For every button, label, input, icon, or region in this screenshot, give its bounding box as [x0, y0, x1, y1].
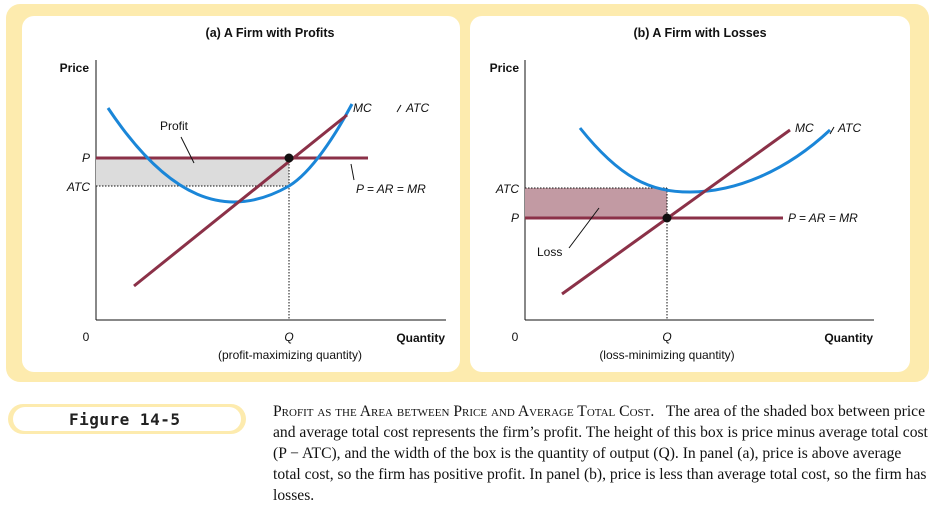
figure-caption: Profit as the Area between Price and Ave…: [273, 401, 928, 506]
panel-b-atc-curve-label: ATC: [837, 121, 861, 135]
panel-a-atc-tick-label: ATC: [66, 180, 90, 194]
panel-a-x-axis-label: Quantity: [396, 331, 445, 345]
panel-a-atc-curve-label: ATC: [405, 101, 429, 115]
caption-body: The area of the shaded box between price…: [273, 403, 928, 504]
panel-a-mc-label: MC: [353, 101, 372, 115]
panel-a-profit-box: [96, 158, 289, 186]
panel-b-atc-pointer: [829, 126, 835, 135]
panel-a-atc-pointer: [396, 104, 402, 113]
panel-a-q-label: Q: [284, 330, 293, 344]
panel-a-price-line-label: P = AR = MR: [356, 182, 426, 196]
figure-diagram: (a) A Firm with Profits Price 0 Quantity…: [60, 26, 874, 362]
panel-b-y-axis-label: Price: [490, 61, 520, 75]
panel-a-profit-pointer: [180, 136, 195, 164]
figure-label: Figure 14-5: [69, 410, 181, 429]
panel-b-q-label: Q: [662, 330, 671, 344]
panel-a-equilibrium-point: [284, 153, 294, 163]
panel-b-q-note: (loss-minimizing quantity): [599, 348, 734, 362]
panel-b: (b) A Firm with Losses Price 0 Quantity …: [490, 26, 874, 362]
panel-a-y-axis-label: Price: [60, 61, 90, 75]
panel-b-title: (b) A Firm with Losses: [633, 26, 766, 40]
panel-b-mc-line: [561, 128, 791, 296]
panel-b-atc-curve: [578, 127, 832, 194]
panel-a-origin: 0: [83, 330, 90, 344]
panel-a-q-note: (profit-maximizing quantity): [218, 348, 362, 362]
panel-b-price-line-label: P = AR = MR: [788, 211, 858, 225]
panel-a-title: (a) A Firm with Profits: [206, 26, 335, 40]
panel-a-p-label: P: [82, 151, 90, 165]
panel-b-loss-box: [525, 188, 667, 218]
panel-b-equilibrium-point: [662, 213, 672, 223]
panel-a: (a) A Firm with Profits Price 0 Quantity…: [60, 26, 446, 362]
figure-label-pill-inner: [13, 407, 241, 431]
panel-b-mc-label: MC: [795, 121, 814, 135]
panel-a-atc-curve: [106, 103, 354, 204]
panel-b-loss-label: Loss: [537, 245, 562, 259]
panel-b-p-label: P: [511, 211, 519, 225]
panel-a-mc-line: [133, 113, 348, 288]
panel-b-atc-tick-label: ATC: [495, 182, 519, 196]
panel-a-price-pointer: [350, 163, 355, 181]
panel-b-origin: 0: [512, 330, 519, 344]
panel-b-loss-pointer: [568, 207, 600, 249]
caption-title: Profit as the Area between Price and Ave…: [273, 403, 655, 420]
panel-a-profit-label: Profit: [160, 119, 189, 133]
panel-b-x-axis-label: Quantity: [824, 331, 873, 345]
panel-a-background: [22, 16, 460, 372]
